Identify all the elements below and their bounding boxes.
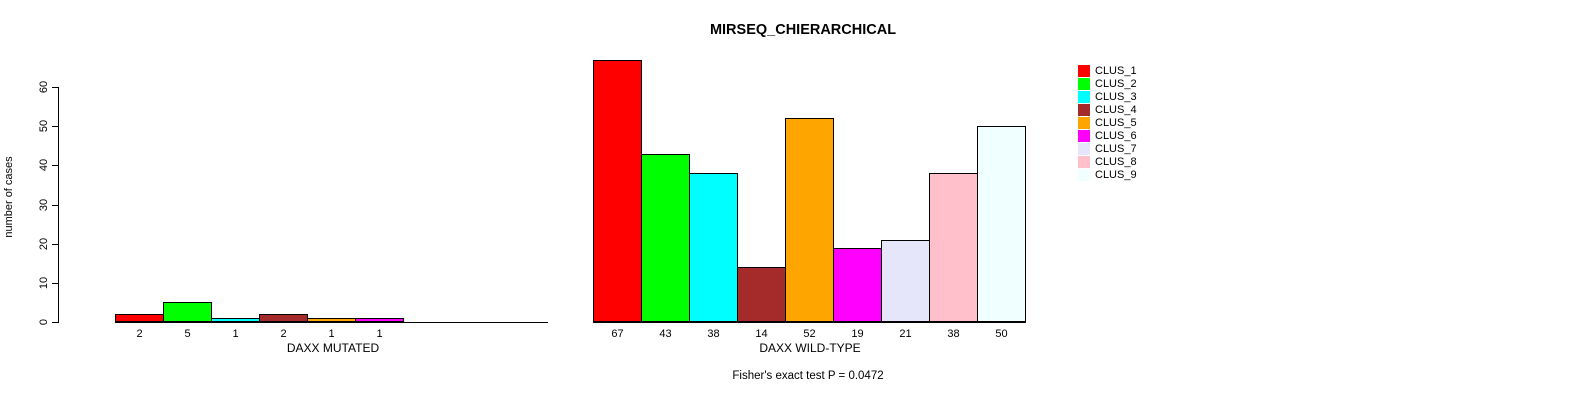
- bar-clus_4: [737, 267, 786, 322]
- legend-label-clus_5: CLUS_5: [1095, 117, 1137, 129]
- bar-clus_6: [833, 248, 882, 322]
- baseline: [593, 322, 1026, 323]
- legend-label-clus_2: CLUS_2: [1095, 78, 1137, 90]
- y-tick: [52, 205, 58, 206]
- y-tick-label: 60: [38, 80, 50, 94]
- bar-clus_1: [593, 60, 642, 322]
- y-tick-label: 10: [38, 276, 50, 290]
- legend-swatch-clus_5: [1078, 117, 1090, 129]
- bar-clus_9: [977, 126, 1026, 322]
- legend-label-clus_7: CLUS_7: [1095, 143, 1137, 155]
- legend-swatch-clus_1: [1078, 65, 1090, 77]
- bar-clus_6: [355, 318, 404, 322]
- y-axis-line: [58, 87, 59, 323]
- legend-label-clus_3: CLUS_3: [1095, 91, 1137, 103]
- legend-label-clus_4: CLUS_4: [1095, 104, 1137, 116]
- legend-swatch-clus_6: [1078, 130, 1090, 142]
- bar-clus_3: [211, 318, 260, 322]
- bar-value-label: 38: [707, 328, 720, 340]
- legend-swatch-clus_7: [1078, 143, 1090, 155]
- y-tick-label: 0: [38, 318, 50, 326]
- bar-value-label: 38: [947, 328, 960, 340]
- legend-swatch-clus_8: [1078, 156, 1090, 168]
- y-tick-label: 50: [38, 119, 50, 133]
- bar-clus_3: [689, 173, 738, 322]
- legend-swatch-clus_3: [1078, 91, 1090, 103]
- bar-clus_4: [259, 314, 308, 322]
- legend-swatch-clus_2: [1078, 78, 1090, 90]
- bar-value-label: 14: [755, 328, 768, 340]
- fisher-test-footnote: Fisher's exact test P = 0.0472: [732, 370, 884, 382]
- y-tick-label: 30: [38, 198, 50, 212]
- chart-title: MIRSEQ_CHIERARCHICAL: [709, 22, 897, 38]
- bar-value-label: 2: [280, 328, 287, 340]
- bar-clus_2: [163, 302, 212, 322]
- y-axis-label: number of cases: [3, 156, 15, 238]
- y-tick: [52, 165, 58, 166]
- y-tick: [52, 126, 58, 127]
- legend-label-clus_8: CLUS_8: [1095, 156, 1137, 168]
- bar-clus_5: [307, 318, 356, 322]
- bar-value-label: 2: [136, 328, 143, 340]
- legend-label-clus_6: CLUS_6: [1095, 130, 1137, 142]
- bar-clus_1: [115, 314, 164, 322]
- legend-swatch-clus_9: [1078, 169, 1090, 181]
- bar-clus_5: [785, 118, 834, 322]
- bar-value-label: 21: [899, 328, 912, 340]
- bar-value-label: 52: [803, 328, 816, 340]
- bar-value-label: 1: [376, 328, 383, 340]
- y-tick: [52, 244, 58, 245]
- x-axis-label-daxx-mutated: DAXX MUTATED: [286, 341, 380, 355]
- bar-value-label: 5: [184, 328, 191, 340]
- y-tick: [52, 283, 58, 284]
- bar-clus_8: [929, 173, 978, 322]
- legend-label-clus_9: CLUS_9: [1095, 169, 1137, 181]
- bar-value-label: 19: [851, 328, 864, 340]
- bar-clus_7: [881, 240, 930, 322]
- bar-value-label: 50: [995, 328, 1008, 340]
- legend-swatch-clus_4: [1078, 104, 1090, 116]
- baseline: [115, 322, 548, 323]
- y-tick: [52, 87, 58, 88]
- y-tick-label: 20: [38, 237, 50, 251]
- x-axis-label-daxx-wild-type: DAXX WILD-TYPE: [759, 341, 861, 355]
- bar-value-label: 1: [328, 328, 335, 340]
- y-tick: [52, 322, 58, 323]
- bar-value-label: 1: [232, 328, 239, 340]
- legend-label-clus_1: CLUS_1: [1095, 65, 1137, 77]
- bar-value-label: 67: [611, 328, 624, 340]
- bar-clus_2: [641, 154, 690, 322]
- y-tick-label: 40: [38, 158, 50, 172]
- bar-value-label: 43: [659, 328, 672, 340]
